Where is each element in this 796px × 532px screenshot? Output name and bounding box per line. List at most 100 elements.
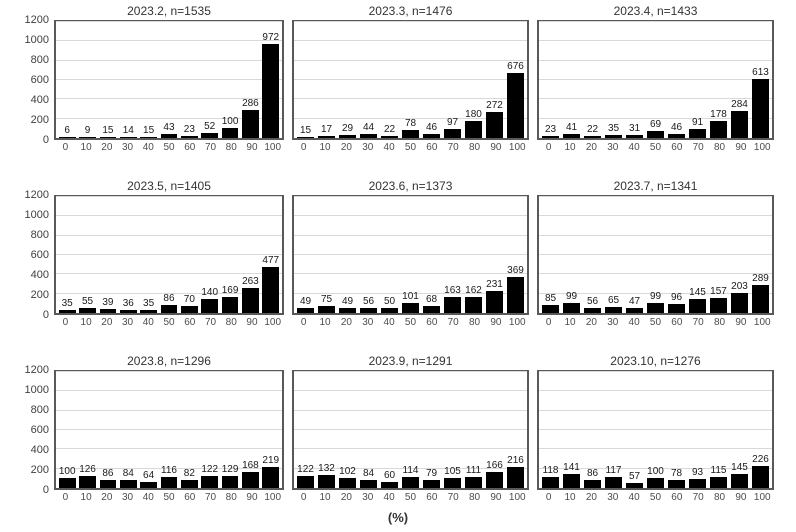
gridline: [56, 254, 282, 255]
bar-value-label: 15: [143, 124, 155, 136]
bar-slot: 219: [261, 372, 281, 488]
bar-value-label: 49: [299, 296, 312, 308]
gridline: [56, 98, 282, 100]
bar-slot: 15: [138, 22, 158, 138]
gridline: [539, 79, 772, 80]
x-tick-label: 90: [490, 142, 502, 153]
bar-value-label: 46: [670, 121, 683, 133]
bar-slot: 14: [118, 22, 138, 138]
bar: [562, 303, 581, 313]
gridline: [294, 196, 527, 197]
bar-value-label: 613: [752, 66, 769, 78]
bar-slot: 69: [645, 22, 666, 138]
x-tick-label: 90: [735, 317, 747, 328]
bar-slot: 84: [118, 372, 138, 488]
bar: [359, 479, 378, 488]
gridline: [56, 59, 282, 61]
bar: [79, 475, 96, 488]
bar-value-label: 22: [383, 123, 396, 135]
x-tick-label: 70: [692, 317, 704, 328]
bar-slot: 47: [624, 197, 645, 313]
x-tick-label: 100: [264, 492, 282, 503]
bar-slot: 86: [582, 372, 603, 488]
bar: [604, 134, 623, 138]
bar-slot: 216: [505, 372, 526, 488]
gridline: [294, 59, 527, 61]
plot-column: 2023.4, n=1433 23 41 22 35 31 69 46 91 178 284 613…: [537, 4, 774, 158]
gridline: [539, 21, 772, 22]
bar-value-label: 44: [362, 121, 375, 133]
bar-value-label: 178: [710, 108, 727, 120]
bar-slot: 162: [463, 197, 484, 313]
gridline: [56, 79, 282, 80]
bar-value-label: 100: [647, 466, 664, 478]
bar-value-label: 289: [752, 273, 769, 285]
bar-value-label: 75: [320, 293, 333, 305]
bar-slot: 23: [179, 22, 199, 138]
x-tick-label: 0: [545, 317, 552, 328]
bar-slot: 93: [687, 372, 708, 488]
x-tick-label: 90: [735, 492, 747, 503]
chart-panel: 2023.6, n=1373 49 75 49 56 50 101 68 163 162 231 3…: [292, 179, 529, 333]
bar-slot: 49: [295, 197, 316, 313]
x-tick-label: 20: [585, 317, 597, 328]
x-tick-label: 70: [447, 142, 459, 153]
bar-slot: 286: [240, 22, 260, 138]
bar-slot: 132: [316, 372, 337, 488]
x-tick-label: 30: [607, 142, 619, 153]
bar-value-label: 9: [84, 125, 91, 136]
bar-slot: 78: [666, 372, 687, 488]
bar-slot: 46: [421, 22, 442, 138]
gridline: [294, 409, 527, 411]
gridline: [539, 59, 772, 61]
gridline: [56, 40, 282, 42]
x-tick-label: 90: [490, 492, 502, 503]
gridline: [294, 40, 527, 42]
bar-value-label: 203: [731, 281, 748, 293]
chart-panel: 0 200 400 600 800 1000 1200 2023.8, n=1296 100…: [14, 354, 284, 508]
bar-slot: 231: [484, 197, 505, 313]
x-axis: 0 10 20 30 40 50 60 70 80 90 100: [292, 140, 529, 158]
x-tick-label: 60: [426, 317, 438, 328]
bar-slot: 105: [442, 372, 463, 488]
bar: [338, 135, 357, 138]
gridline: [56, 117, 282, 119]
bar-slot: 126: [77, 372, 97, 488]
bar-slot: 163: [442, 197, 463, 313]
bar: [443, 128, 462, 138]
bar: [625, 308, 644, 313]
bar: [506, 72, 525, 138]
bar: [667, 303, 686, 313]
x-tick-label: 100: [753, 142, 771, 153]
y-axis: 0 200 400 600 800 1000 1200: [14, 189, 54, 321]
bar-slot: 145: [729, 372, 750, 488]
bar: [58, 309, 76, 313]
x-tick-label: 70: [447, 492, 459, 503]
bar: [296, 476, 315, 488]
bar: [485, 290, 504, 313]
bar-slot: 180: [463, 22, 484, 138]
gridline: [539, 371, 772, 372]
bar-slot: 100: [220, 22, 240, 138]
chart-panel: 2023.10, n=1276 118 141 86 117 57 100 78 93 115 1…: [537, 354, 774, 508]
gridline: [56, 371, 282, 372]
x-tick-label: 60: [671, 492, 683, 503]
bar-slot: 145: [687, 197, 708, 313]
bar-value-label: 286: [242, 98, 259, 110]
bar-value-label: 14: [122, 124, 134, 136]
x-tick-label: 80: [468, 492, 481, 503]
y-tick-label: 400: [30, 269, 49, 282]
bar: [541, 135, 560, 138]
y-tick-label: 600: [30, 249, 49, 261]
x-tick-label: 100: [753, 317, 771, 328]
bar-value-label: 118: [542, 464, 559, 476]
bar-slot: 39: [98, 197, 118, 313]
gridline: [294, 215, 527, 217]
x-axis-unit-label: (%): [387, 510, 409, 525]
x-tick-label: 50: [404, 142, 417, 153]
bar: [119, 136, 137, 138]
bar: [58, 478, 76, 488]
plot-column: 2023.2, n=1535 6 9 15 14 15 43 23 52 100 286 972 0…: [54, 4, 284, 158]
y-tick-label: 1200: [24, 189, 49, 201]
